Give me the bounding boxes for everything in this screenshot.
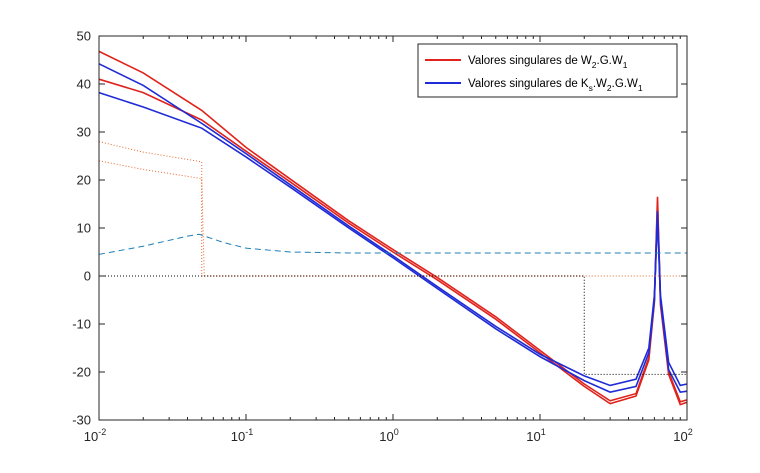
x-tick-label-exp: 1 bbox=[541, 427, 546, 437]
x-tick-label: 100 bbox=[379, 427, 398, 444]
legend-label: Valores singulares de Ks.W2.G.W1 bbox=[468, 78, 643, 93]
x-tick-label-exp: 2 bbox=[688, 427, 693, 437]
x-tick-label-base: 10 bbox=[84, 429, 98, 444]
legend-box bbox=[417, 43, 678, 98]
x-tick-label-base: 10 bbox=[231, 429, 245, 444]
legend-label-part: s bbox=[589, 83, 593, 93]
x-tick-label: 102 bbox=[673, 427, 692, 444]
x-tick-label-base: 10 bbox=[379, 429, 393, 444]
x-tick-label-base: 10 bbox=[673, 429, 687, 444]
y-tick-label: 30 bbox=[77, 125, 91, 140]
series-layer bbox=[98, 50, 688, 406]
x-tick-label: 101 bbox=[526, 427, 545, 444]
y-tick-label: -20 bbox=[72, 365, 91, 380]
legend-label-part: .W bbox=[593, 78, 607, 90]
x-tick-label: 10-1 bbox=[231, 427, 253, 444]
series-line-4 bbox=[98, 91, 688, 394]
legend-label-part: .G.W bbox=[612, 78, 638, 90]
legend-label-part: Valores singulares de W bbox=[468, 55, 592, 67]
series-line-8 bbox=[99, 275, 687, 375]
y-tick-label: 20 bbox=[77, 173, 91, 188]
y-tick-label: 40 bbox=[77, 77, 91, 92]
x-tick-label-exp: 0 bbox=[394, 427, 399, 437]
legend-label-part: 2 bbox=[607, 83, 612, 93]
series-line-6 bbox=[98, 160, 205, 277]
y-tick-label: 50 bbox=[77, 29, 91, 44]
y-tick-label: -30 bbox=[72, 413, 91, 428]
plot-area-background bbox=[99, 36, 687, 420]
series-line-7 bbox=[98, 233, 687, 255]
series-line-5 bbox=[98, 141, 687, 277]
y-tick-label: -10 bbox=[72, 317, 91, 332]
x-tick-label-exp: -1 bbox=[245, 427, 253, 437]
legend-label-part: .G.W bbox=[597, 55, 623, 67]
legend-label-part: 1 bbox=[623, 60, 628, 70]
x-tick-label: 10-2 bbox=[84, 427, 106, 444]
legend-label-part: 2 bbox=[592, 60, 597, 70]
x-tick-label-exp: -2 bbox=[98, 427, 106, 437]
x-tick-label-base: 10 bbox=[526, 429, 540, 444]
legend-label: Valores singulares de W2.G.W1 bbox=[468, 55, 628, 70]
legend-label-part: Valores singulares de K bbox=[468, 78, 589, 90]
y-tick-label: 10 bbox=[77, 221, 91, 236]
y-tick-label: 0 bbox=[84, 269, 91, 284]
legend-label-part: 1 bbox=[638, 83, 643, 93]
